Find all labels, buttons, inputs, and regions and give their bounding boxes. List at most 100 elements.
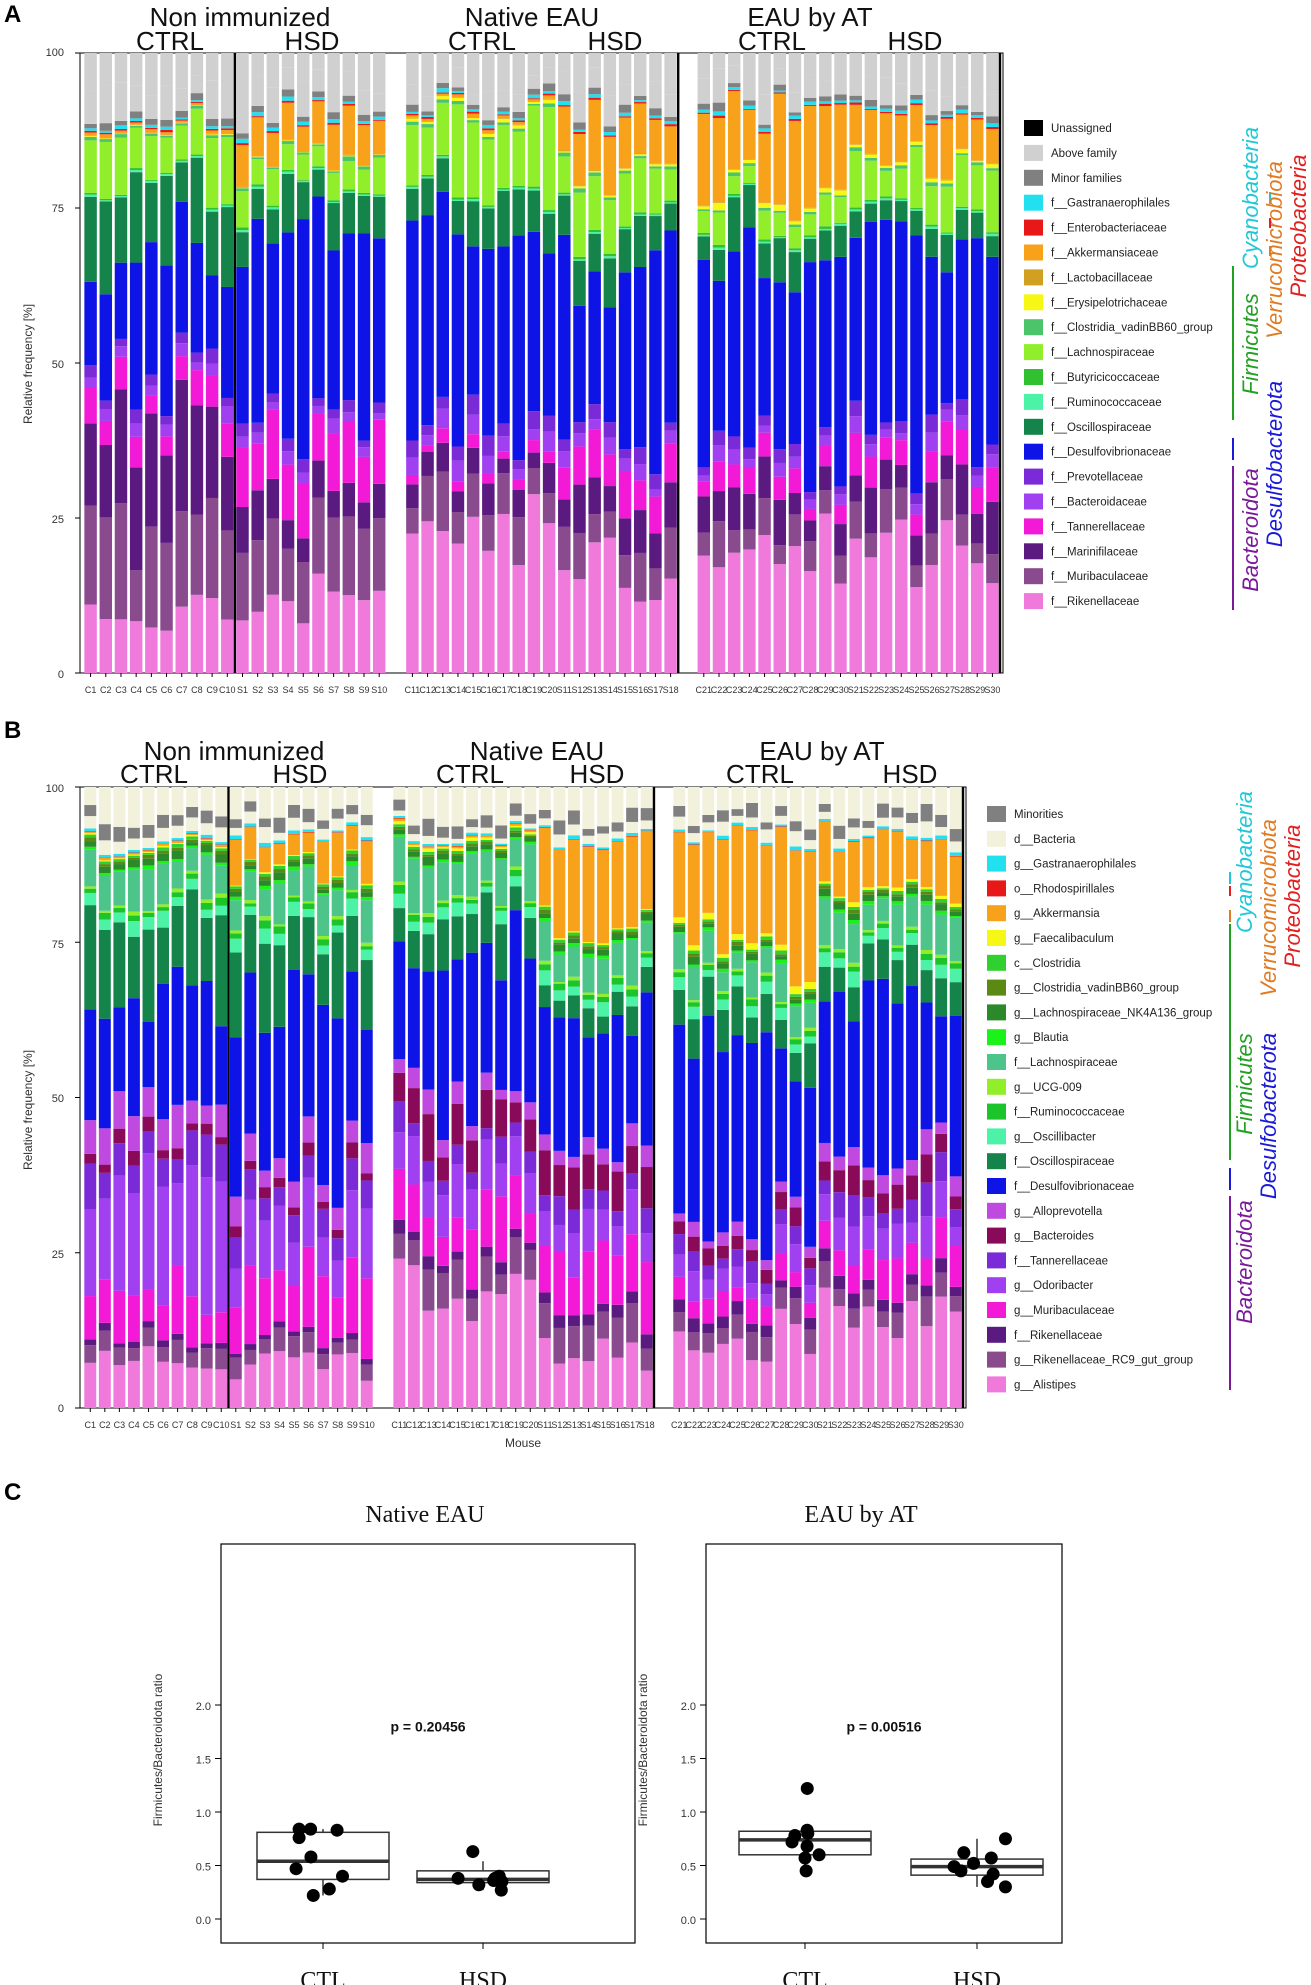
chart-a-bar-S29-seg-13 (970, 238, 984, 468)
chart-b-bar-C21-seg-14 (673, 989, 686, 1025)
chart-b-bar-C5-seg-0 (142, 825, 155, 838)
chart-b-bar-S9-seg-15 (346, 971, 359, 1121)
chart-b-bar-C8-seg-17 (186, 1123, 199, 1131)
chart-b-bar-S24-seg-0 (862, 820, 875, 828)
chart-a-xtick-S5: S5 (298, 685, 309, 695)
chart-b-bar-S17-seg-22 (626, 1303, 639, 1343)
chart-b-bar-S21-seg-20 (818, 1220, 831, 1249)
legend-b-swatch-2 (987, 855, 1006, 872)
chart-b-bar-C2-seg-8 (98, 866, 111, 874)
chart-b-bar-S13-seg-4 (567, 839, 580, 932)
boxplot-at-point-CTL-5 (788, 1829, 802, 1843)
chart-a-bar-C20-seg-19 (542, 523, 556, 673)
chart-b-bar-C24-seg-7 (716, 961, 729, 964)
chart-a-bar-C24-seg-17 (743, 493, 756, 530)
chart-b-bar-S22-seg-16 (833, 1156, 846, 1171)
chart-b-bar-C24-seg-22 (716, 1328, 729, 1344)
chart-a-bar-C20-seg-3 (542, 91, 556, 94)
chart-b-bar-S21-seg-7 (818, 885, 831, 889)
chart-b-bar-C12-seg-15 (407, 968, 420, 1068)
chart-b-bar-C18-seg-10 (495, 860, 508, 907)
chart-b-xtick-C1: C1 (85, 1420, 97, 1430)
legend-a-label-6: f__Lactobacillaceae (1051, 272, 1153, 284)
chart-b-bar-C16-seg-12 (466, 899, 479, 904)
chart-a-bar-C29-seg-16 (819, 445, 832, 467)
chart-b-bar-C20-seg-18 (524, 1151, 537, 1174)
chart-a-bar-C18-seg-18 (512, 517, 525, 566)
legend-b-label-0: Minorities (1014, 809, 1063, 821)
chart-a-bar-C30-seg-9 (834, 197, 847, 223)
chart-b-bar-C24-seg-10 (716, 972, 729, 992)
chart-a-bar-S7-seg-6 (327, 169, 340, 171)
chart-b-bar-S8-seg-12 (331, 919, 344, 926)
chart-a-bar-C12-seg-10 (421, 174, 434, 177)
chart-a-bar-S24-seg-14 (895, 421, 908, 434)
chart-b-bar-C4-seg-23 (127, 1360, 140, 1408)
chart-b-bar-C6-seg-19 (157, 1186, 169, 1306)
chart-a-bar-S12-seg-2 (573, 122, 586, 130)
chart-b-bar-S18-seg-9 (640, 920, 653, 923)
chart-a-bar-S28-seg-13 (955, 239, 969, 400)
chart-a-bar-S30-seg-5 (986, 129, 999, 164)
chart-b-bar-S2-seg-17 (244, 1160, 257, 1170)
chart-a-bar-S21-seg-3 (849, 100, 862, 103)
chart-b-bar-S23-seg-11 (847, 962, 860, 967)
chart-b-bar-S22-seg-1 (833, 838, 846, 849)
chart-a-bar-C2-seg-5 (99, 134, 113, 139)
chart-a-bar-C10-seg-6 (221, 133, 234, 135)
chart-b-bar-S27-seg-13 (906, 933, 919, 945)
group-title-b-at: EAU by AT (759, 736, 884, 766)
chart-a-bar-C10-seg-7 (221, 134, 234, 135)
chart-a-bar-S30-seg-1 (986, 94, 999, 117)
legend-b-swatch-14 (987, 1153, 1006, 1170)
chart-a-bar-C21-seg-5 (697, 113, 711, 206)
chart-a-bar-C3-seg-1 (114, 82, 128, 121)
chart-a-bar-S17-seg-18 (649, 568, 662, 600)
chart-b-bar-S30-seg-17 (949, 1196, 962, 1210)
chart-a-bar-C16-seg-5 (482, 130, 495, 134)
chart-b-bar-C25-seg-20 (731, 1287, 744, 1302)
chart-a-bar-C5-seg-8 (145, 133, 158, 137)
chart-a-bar-S25-seg-17 (910, 535, 923, 566)
phyla-b-label-verrucomicrobiota: Verrucomicrobiota (1256, 819, 1281, 997)
chart-b-bar-S28-seg-0 (920, 803, 933, 822)
chart-b-bar-C8-seg-9 (186, 845, 199, 849)
chart-b-bar-C21-seg-12 (673, 972, 686, 978)
chart-b-bar-S28-seg-5 (920, 886, 933, 890)
chart-b-bar-C19-seg-0 (509, 803, 522, 816)
chart-b-bar-C24-seg-8 (716, 963, 729, 969)
legend-b-swatch-5 (987, 930, 1006, 946)
chart-a-bar-S21-seg-14 (849, 400, 862, 417)
chart-b-bar-S18-seg-16 (640, 1145, 653, 1168)
chart-b-xtick-S25: S25 (875, 1420, 891, 1430)
chart-a-bar-S21-seg-8 (849, 147, 862, 152)
boxplot-at-point-CTL-3 (800, 1839, 814, 1853)
chart-a-bar-C19-seg-8 (527, 103, 541, 106)
chart-b-bar-C20-seg-14 (524, 917, 537, 959)
chart-b-bar-C15-seg-19 (451, 1164, 464, 1218)
chart-a-bar-S7-seg-1 (327, 95, 340, 113)
chart-a-bar-C2-seg-17 (99, 445, 113, 518)
chart-a-bar-S18-seg-5 (664, 126, 677, 164)
chart-b-bar-S13-seg-16 (567, 1156, 580, 1168)
chart-b-bar-S26-seg-17 (891, 1184, 904, 1209)
chart-a-bar-S12-seg-7 (573, 186, 586, 189)
chart-a-bar-S25-seg-10 (910, 208, 923, 210)
chart-a-bar-S5-seg-5 (297, 126, 310, 152)
chart-b-bar-C24-seg-17 (716, 1245, 729, 1259)
chart-b-bar-S17-seg-5 (626, 927, 639, 929)
chart-b-bar-S26-seg-7 (891, 894, 904, 897)
chart-b-bar-C9-seg-23 (200, 1368, 213, 1408)
chart-b-bar-S9-remainder (346, 787, 359, 806)
chart-b-bar-C15-seg-14 (451, 916, 464, 960)
chart-a-bar-C24-seg-19 (743, 549, 756, 673)
chart-b-bar-C24-seg-15 (716, 1052, 729, 1233)
chart-b-bar-S12-seg-2 (553, 847, 566, 850)
chart-a-bar-C27-seg-13 (788, 292, 802, 444)
chart-b-bar-S27-seg-21 (906, 1274, 919, 1285)
chart-a-bar-C17-seg-11 (497, 189, 510, 191)
chart-a-bar-S25-seg-18 (910, 565, 923, 587)
chart-b-bar-S10-seg-12 (360, 946, 373, 950)
chart-a-bar-S23-seg-19 (879, 532, 893, 673)
chart-a-bar-C7-seg-12 (175, 162, 188, 202)
